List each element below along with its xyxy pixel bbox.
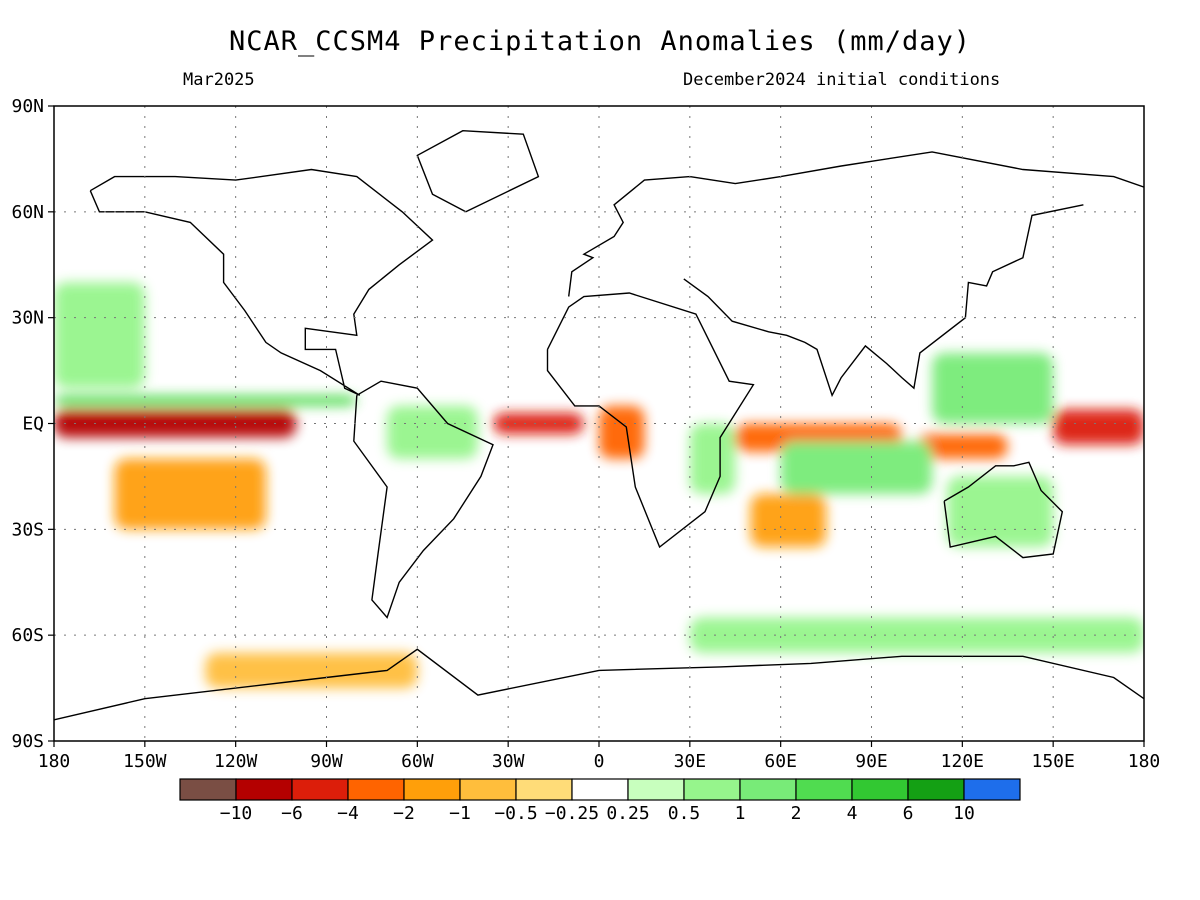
colorbar-swatch: [907, 778, 965, 801]
initial-conditions-label: December2024 initial conditions: [683, 70, 1001, 90]
anomaly-region: [947, 476, 1054, 547]
anomaly-regions: [54, 282, 1144, 689]
colorbar-swatch: [291, 778, 349, 801]
lon-tick-label: 150E: [1031, 751, 1074, 772]
colorbar-label: 1: [735, 803, 746, 824]
coastline: [943, 461, 1064, 559]
lat-tick-label: 60S: [11, 625, 44, 646]
anomaly-field: [54, 282, 1144, 689]
coastline: [546, 292, 755, 549]
colorbar-swatch: [851, 778, 909, 801]
lon-tick-label: 0: [594, 751, 605, 772]
lon-tick-label: 90E: [855, 751, 888, 772]
colorbar-label: −1: [449, 803, 471, 824]
colorbar-label: 0.5: [668, 803, 701, 824]
anomaly-region: [493, 412, 584, 435]
colorbar-label: −2: [393, 803, 415, 824]
grid-lines: [54, 106, 1144, 741]
coastline: [89, 168, 434, 396]
lon-tick-label: 180: [1128, 751, 1161, 772]
colorbar-label: 6: [903, 803, 914, 824]
lon-tick-label: 60W: [401, 751, 434, 772]
anomaly-region: [54, 282, 145, 389]
lon-tick-label: 120W: [214, 751, 258, 772]
lon-tick-label: 90W: [310, 751, 343, 772]
anomaly-region: [932, 352, 1054, 424]
coastline: [54, 648, 1144, 721]
lon-tick-label: 30E: [674, 751, 707, 772]
valid-month-label: Mar2025: [183, 70, 255, 90]
coastline: [416, 129, 540, 213]
lon-tick-label: 60E: [764, 751, 797, 772]
colorbar-swatch: [459, 778, 517, 801]
colorbar-label: −0.5: [494, 803, 537, 824]
colorbar-swatch: [963, 778, 1021, 801]
anomaly-region: [114, 458, 266, 530]
colorbar-label: 2: [791, 803, 802, 824]
colorbar-swatch: [515, 778, 573, 801]
anomaly-region: [599, 405, 645, 459]
colorbar: −10 −6 −4 −2 −1 −0.5 −0.25 0.25 0.5 1 2 4 6 10: [179, 778, 1021, 824]
anomaly-region: [1053, 409, 1144, 445]
colorbar-label: −4: [337, 803, 359, 824]
lat-tick-label: 30N: [11, 308, 44, 329]
anomaly-region: [205, 652, 418, 689]
colorbar-swatch: [627, 778, 685, 801]
anomaly-region: [780, 441, 933, 495]
colorbar-label: −10: [220, 803, 253, 824]
colorbar-label: 4: [847, 803, 858, 824]
coastline: [683, 204, 1084, 398]
lat-tick-label: 30S: [11, 519, 44, 540]
colorbar-label: 0.25: [606, 803, 649, 824]
lat-tick-label: 60N: [11, 202, 44, 223]
colorbar-swatch: [683, 778, 741, 801]
lon-tick-label: 120E: [941, 751, 984, 772]
anomaly-region: [387, 405, 478, 459]
colorbar-label: −0.25: [545, 803, 599, 824]
chart-title: NCAR_CCSM4 Precipitation Anomalies (mm/d…: [229, 26, 971, 57]
colorbar-swatch: [179, 778, 237, 801]
colorbar-swatch: [347, 778, 405, 801]
coastline: [353, 380, 494, 619]
anomaly-region: [54, 395, 357, 406]
coastline: [568, 151, 1144, 297]
lon-tick-label: 30W: [492, 751, 525, 772]
lon-tick-label: 150W: [123, 751, 167, 772]
colorbar-swatch: [571, 778, 629, 801]
colorbar-label: 10: [953, 803, 975, 824]
colorbar-swatch: [235, 778, 293, 801]
coastlines: [54, 129, 1144, 721]
colorbar-swatch: [795, 778, 853, 801]
lon-tick-label: 180: [38, 751, 71, 772]
anomaly-region: [750, 494, 827, 547]
lat-tick-label: 90S: [11, 731, 44, 752]
lat-tick-label: 90N: [11, 96, 44, 117]
colorbar-label: −6: [281, 803, 303, 824]
colorbar-swatch: [739, 778, 797, 801]
anomaly-region: [689, 617, 1144, 653]
colorbar-swatch: [403, 778, 461, 801]
anomaly-region: [689, 423, 736, 495]
lat-tick-label: EQ: [22, 414, 44, 435]
